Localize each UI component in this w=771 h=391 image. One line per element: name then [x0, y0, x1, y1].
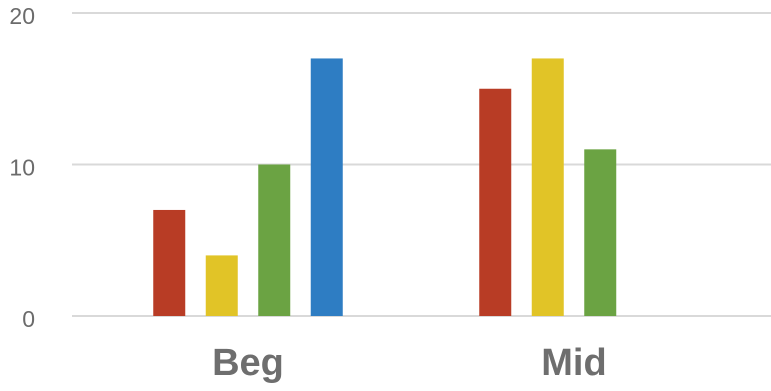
- bar-mid-series-2: [531, 58, 564, 316]
- y-tick-label-10: 10: [9, 155, 35, 181]
- bar-beg-series-3: [258, 164, 291, 316]
- bar-beg-series-1: [153, 209, 186, 316]
- y-tick-label-0: 0: [22, 306, 35, 332]
- x-tick-label-mid: Mid: [541, 342, 606, 384]
- gridlines: [72, 12, 771, 317]
- bar-beg-series-4: [310, 58, 343, 316]
- bar-mid-series-3: [584, 149, 617, 316]
- bar-mid-series-1: [479, 88, 512, 316]
- x-axis-tick-labels: Beg Mid: [212, 342, 607, 384]
- y-tick-label-20: 20: [9, 3, 35, 29]
- bars: [153, 58, 617, 316]
- y-axis-tick-labels: 0 10 20: [9, 3, 35, 332]
- bar-beg-series-2: [205, 255, 238, 316]
- x-tick-label-beg: Beg: [212, 342, 284, 384]
